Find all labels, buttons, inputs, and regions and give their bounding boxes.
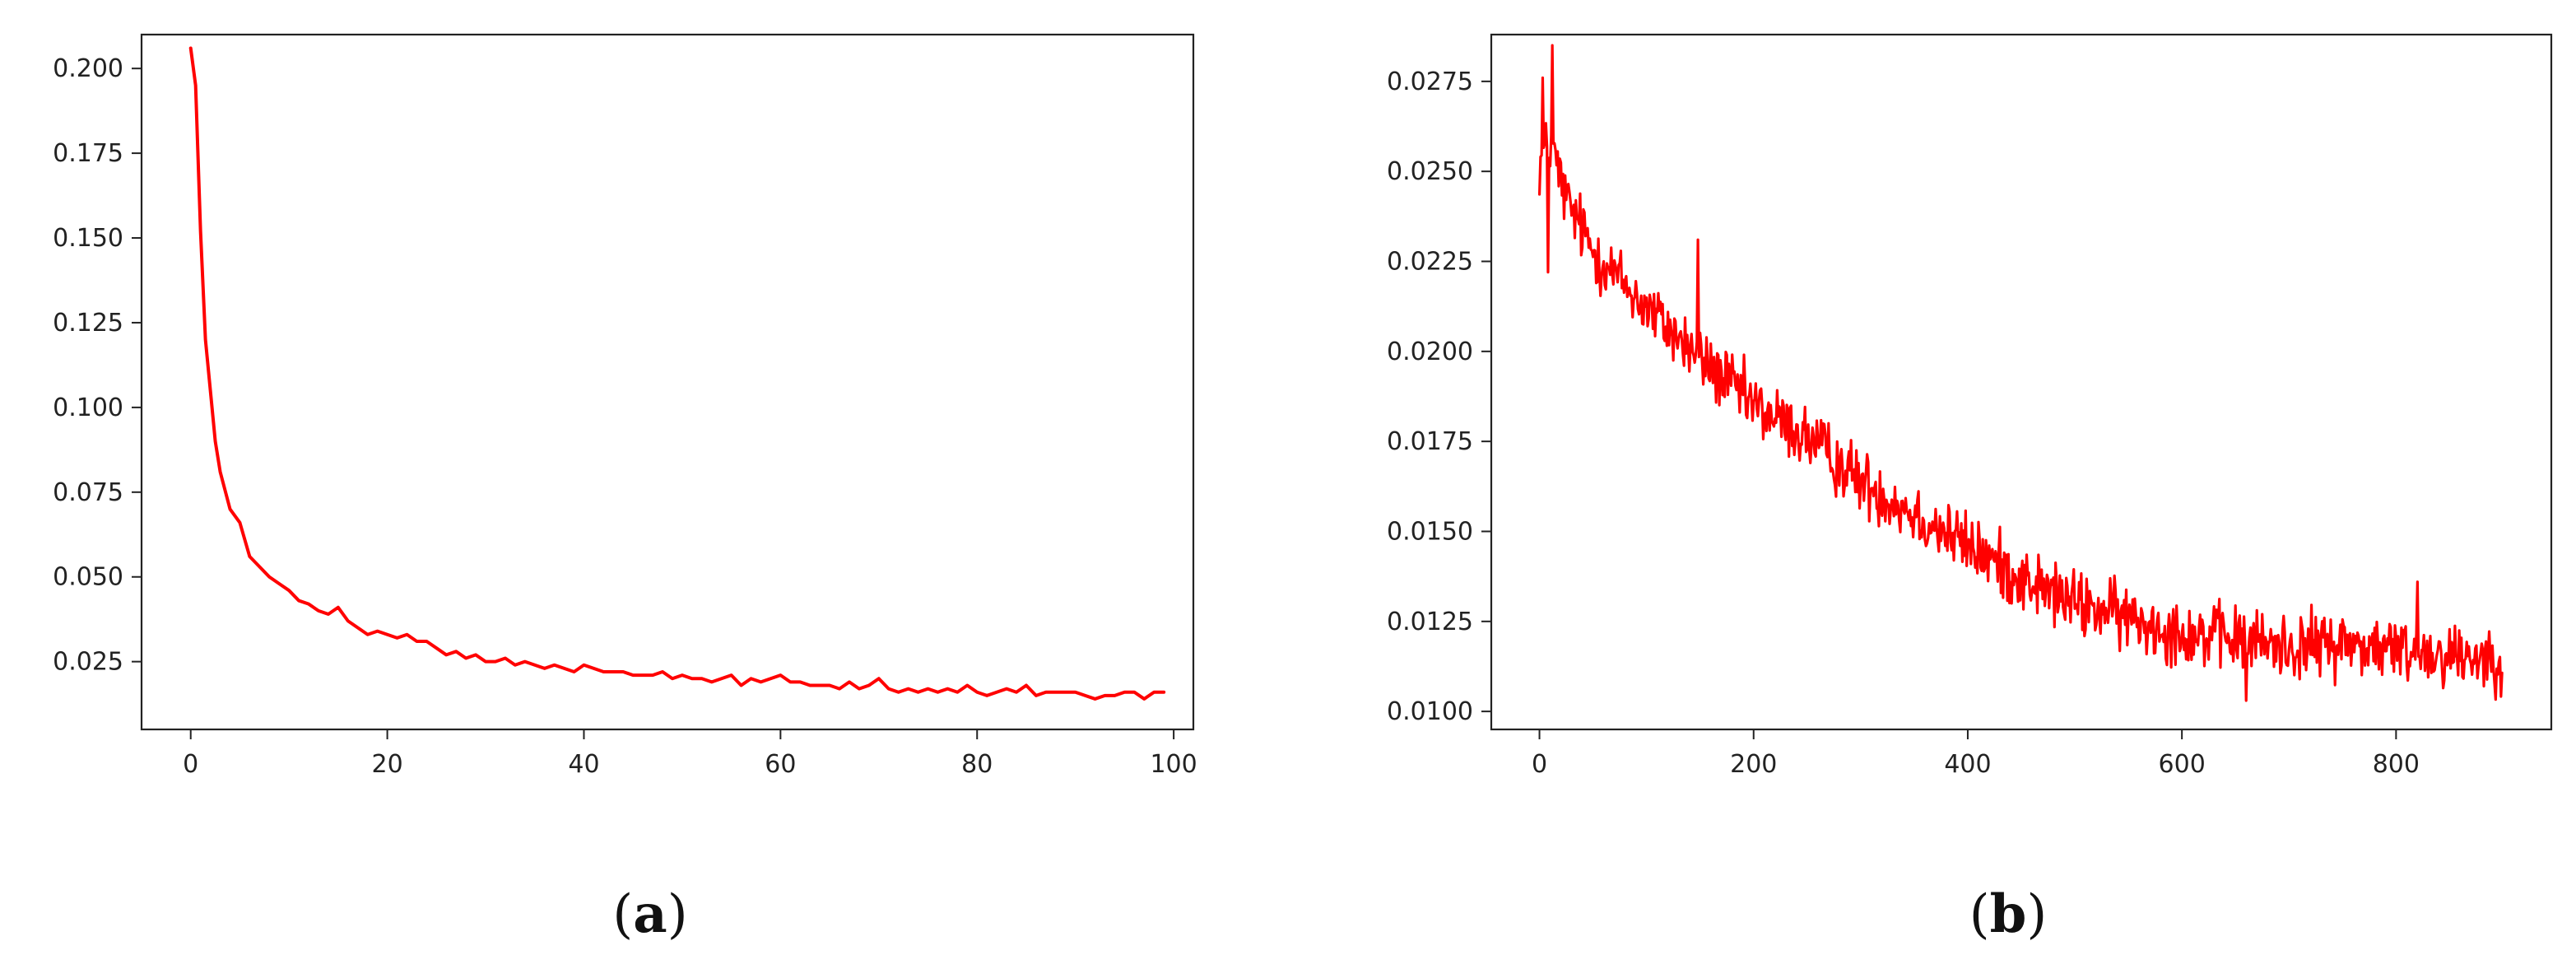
y-tick-label: 0.100 bbox=[53, 394, 123, 422]
y-tick-label: 0.0225 bbox=[1387, 248, 1473, 277]
x-tick-label: 100 bbox=[1150, 750, 1197, 779]
x-tick-label: 20 bbox=[372, 750, 403, 779]
x-tick-label: 0 bbox=[183, 750, 198, 779]
x-tick-label: 200 bbox=[1730, 750, 1777, 779]
y-tick-label: 0.0275 bbox=[1387, 68, 1473, 96]
y-tick-label: 0.175 bbox=[53, 139, 123, 168]
x-tick-label: 800 bbox=[2373, 750, 2420, 779]
y-tick-label: 0.025 bbox=[53, 648, 123, 677]
series-line bbox=[188, 46, 1166, 701]
panel-a-chart: 0 20 40 60 80 100 0.025 0.050 0.075 0.100 0.125 0.1… bbox=[53, 33, 1197, 779]
x-tick-label: 600 bbox=[2159, 750, 2206, 779]
y-tick-label: 0.050 bbox=[53, 563, 123, 592]
y-tick-label: 0.075 bbox=[53, 478, 123, 507]
x-tick-label: 60 bbox=[765, 750, 796, 779]
y-tick-label: 0.0100 bbox=[1387, 697, 1473, 726]
x-tick-label: 40 bbox=[568, 750, 599, 779]
y-tick-label: 0.0200 bbox=[1387, 338, 1473, 366]
y-tick-label: 0.200 bbox=[53, 54, 123, 83]
x-tick-label: 0 bbox=[1532, 750, 1547, 779]
y-tick-label: 0.0125 bbox=[1387, 608, 1473, 636]
panel-b-chart: 0 200 400 600 800 0.0100 0.0125 0.0150 0.0175 0.0… bbox=[1387, 33, 2553, 779]
y-tick-label: 0.150 bbox=[53, 224, 123, 253]
plot-frame bbox=[140, 33, 1195, 731]
panel-a-label: (a) bbox=[612, 883, 687, 945]
panel-b-label: (b) bbox=[1969, 883, 2048, 945]
y-tick-label: 0.125 bbox=[53, 309, 123, 338]
plot-frame bbox=[1490, 33, 2553, 731]
y-tick-label: 0.0250 bbox=[1387, 157, 1473, 186]
y-tick-label: 0.0150 bbox=[1387, 517, 1473, 546]
y-tick-label: 0.0175 bbox=[1387, 427, 1473, 456]
x-tick-label: 400 bbox=[1944, 750, 1991, 779]
series-line bbox=[1537, 44, 2504, 702]
x-tick-label: 80 bbox=[961, 750, 993, 779]
